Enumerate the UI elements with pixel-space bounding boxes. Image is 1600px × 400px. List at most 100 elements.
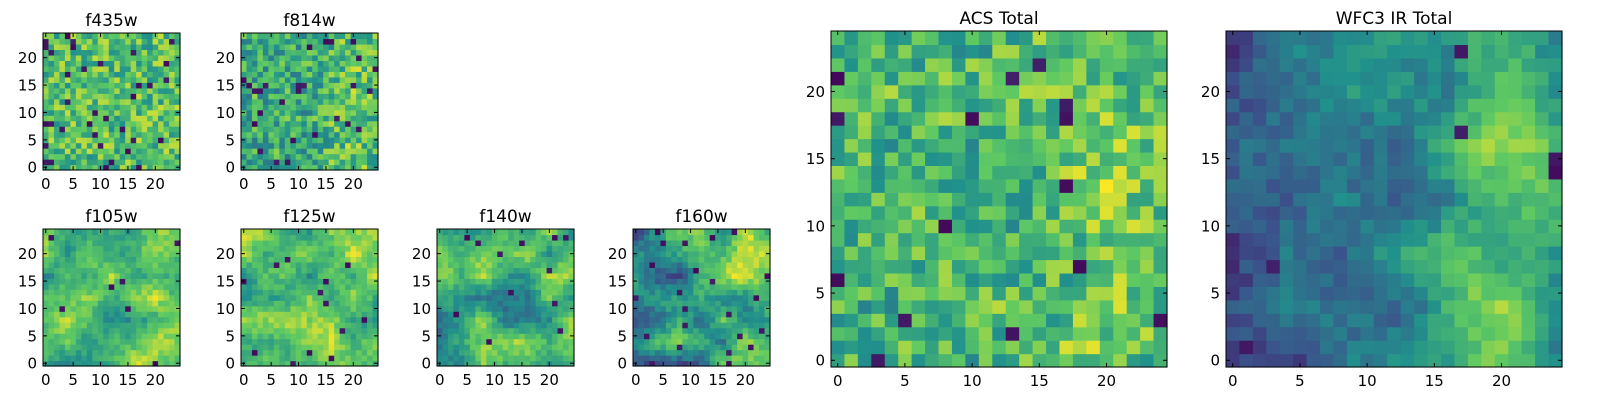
heatmap-cell (312, 338, 319, 345)
heatmap-cell (508, 234, 515, 241)
heatmap-cell (334, 360, 341, 367)
heatmap-cell (169, 229, 176, 236)
heatmap-cell (356, 344, 363, 351)
heatmap-cell (1126, 71, 1141, 86)
heatmap-cell (1414, 286, 1429, 301)
heatmap-cell (1099, 340, 1114, 355)
heatmap-cell (671, 327, 678, 334)
heatmap-cell (742, 256, 749, 263)
heatmap-cell (1059, 272, 1074, 287)
heatmap-cell (53, 327, 61, 334)
heatmap-cell (108, 322, 115, 329)
heatmap-cell (535, 300, 542, 307)
heatmap-cell (1521, 286, 1536, 301)
heatmap-cell (513, 344, 520, 351)
y-tick-label: 0 (225, 355, 235, 373)
heatmap-cell (323, 71, 330, 78)
heatmap-cell (464, 245, 471, 252)
heatmap-cell (676, 261, 683, 268)
heatmap-cell (284, 344, 291, 351)
heatmap-cell (682, 316, 689, 323)
heatmap-cell (290, 316, 297, 323)
heatmap-cell (251, 65, 259, 72)
heatmap-cell (97, 54, 104, 61)
heatmap-cell (163, 159, 170, 166)
heatmap-cell (665, 322, 672, 329)
heatmap-cell (1387, 219, 1402, 234)
y-tick-label: 10 (18, 104, 37, 122)
heatmap-cell (1153, 313, 1168, 328)
heatmap-cell (136, 272, 143, 279)
heatmap-cell (1360, 165, 1375, 180)
heatmap-cell (323, 338, 330, 345)
heatmap-cell (857, 71, 872, 86)
heatmap-cell (464, 305, 471, 312)
heatmap-cell (367, 245, 374, 252)
heatmap-cell (1140, 84, 1155, 99)
heatmap-cell (152, 126, 159, 133)
heatmap-cell (1126, 31, 1141, 46)
heatmap-cell (345, 54, 352, 61)
heatmap-cell (163, 360, 170, 367)
heatmap-cell (704, 344, 711, 351)
heatmap-cell (64, 82, 71, 89)
heatmap-cell (671, 229, 678, 236)
heatmap-cell (704, 256, 711, 263)
heatmap-cell (709, 344, 716, 351)
heatmap-cell (152, 355, 159, 362)
heatmap-cell (1239, 165, 1254, 180)
heatmap-cell (361, 289, 368, 296)
heatmap-cell (1086, 353, 1101, 368)
heatmap-cell (317, 256, 324, 263)
heatmap-cell (290, 311, 297, 318)
heatmap-cell (284, 142, 291, 149)
heatmap-cell (1306, 178, 1321, 193)
heatmap-cell (541, 305, 548, 312)
heatmap-cell (1320, 299, 1335, 314)
heatmap-cell (108, 49, 115, 56)
heatmap-cell (857, 272, 872, 287)
heatmap-cell (519, 256, 526, 263)
heatmap-cell (1521, 299, 1536, 314)
heatmap-cell (1005, 151, 1020, 166)
heatmap-cell (147, 49, 154, 56)
heatmap-cell (251, 239, 259, 247)
heatmap-cell (119, 327, 126, 334)
heatmap-cell (163, 43, 170, 51)
heatmap-cell (136, 131, 143, 138)
heatmap-cell (48, 148, 55, 155)
heatmap-cell (70, 137, 77, 144)
heatmap-cell (273, 93, 280, 100)
heatmap-cell (70, 159, 77, 166)
heatmap-cell (53, 49, 61, 56)
heatmap-cell (844, 57, 859, 72)
x-tick-label: 20 (146, 175, 165, 193)
heatmap-cell (273, 148, 280, 155)
heatmap-cell (64, 261, 71, 268)
heatmap-cell (643, 333, 651, 340)
y-tick-label: 10 (412, 300, 431, 318)
heatmap-cell (356, 327, 363, 334)
heatmap-cell (458, 322, 465, 329)
heatmap-cell (163, 104, 170, 111)
heatmap-cell (43, 65, 50, 72)
heatmap-cell (715, 333, 722, 340)
heatmap-cell (1387, 272, 1402, 287)
x-tick-label: 10 (681, 371, 700, 389)
heatmap-cell (1454, 340, 1469, 355)
heatmap-cell (1059, 84, 1074, 99)
heatmap-cell (978, 259, 993, 274)
heatmap-cell (676, 349, 683, 356)
heatmap-cell (720, 239, 727, 247)
heatmap-cell (268, 267, 275, 274)
heatmap-cell (660, 333, 667, 340)
heatmap-cell (81, 267, 88, 274)
heatmap-cell (141, 60, 148, 67)
heatmap-cell (290, 126, 297, 133)
heatmap-cell (552, 283, 559, 290)
heatmap-cell (643, 311, 651, 318)
heatmap-cell (306, 322, 313, 329)
heatmap-cell (759, 245, 766, 252)
heatmap-cell (1494, 326, 1509, 341)
heatmap-cell (152, 289, 159, 296)
